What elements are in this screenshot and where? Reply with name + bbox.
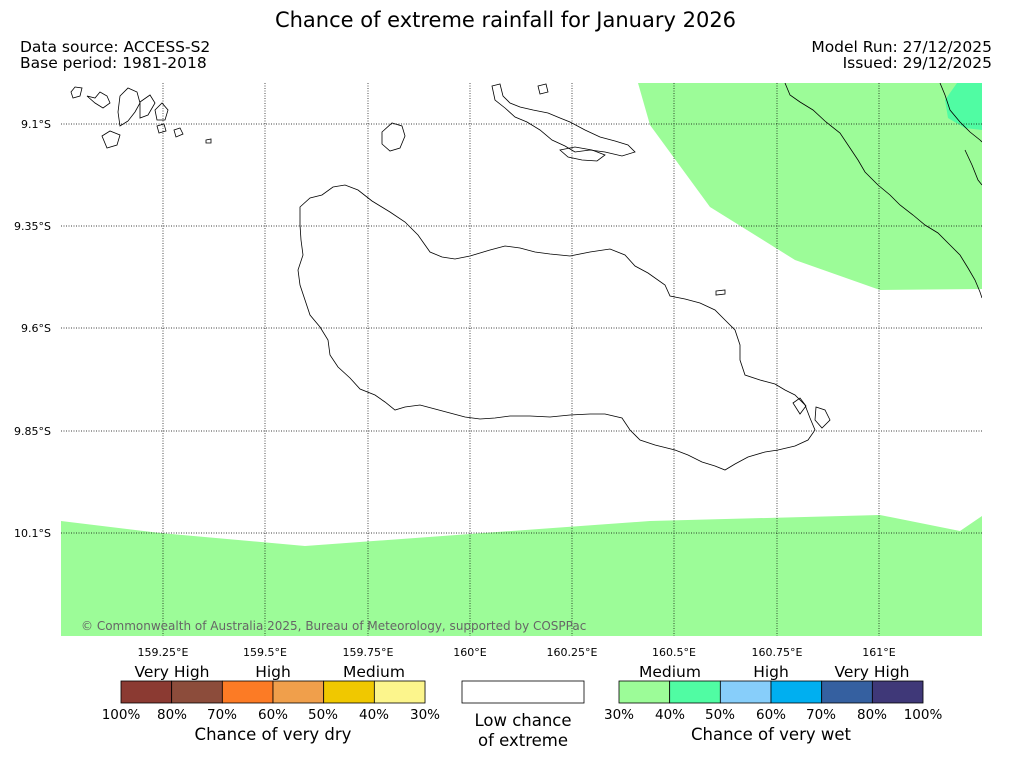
legend-dry-group: Medium <box>343 663 405 681</box>
run-info: Model Run: 27/12/2025 Issued: 29/12/2025 <box>811 39 992 71</box>
map-area: © Commonwealth of Australia 2025, Bureau… <box>61 83 982 636</box>
legend-dry-swatch <box>373 680 426 704</box>
legend-low-chance: Low chance of extreme <box>461 680 585 750</box>
latitude-labels: 9.1°S 9.35°S 9.6°S 9.85°S 10.1°S <box>14 118 51 540</box>
model-run: Model Run: 27/12/2025 <box>811 38 992 56</box>
graticule <box>61 83 982 636</box>
legend-wet-tick: 50% <box>705 707 735 723</box>
legend-wet-tick: 40% <box>655 707 685 723</box>
wet-zone-northeast-50 <box>945 83 982 130</box>
lon-label: 159.5°E <box>243 646 287 659</box>
legend-dry: Very High High Medium 100% 80% 70% 60% 5… <box>102 663 440 744</box>
legend-wet-tick: 60% <box>756 707 786 723</box>
legend-wet-swatch <box>871 680 924 704</box>
island-russell-c <box>117 87 141 127</box>
legend-dry-tick: 100% <box>102 707 141 723</box>
island-russell-e <box>101 130 121 149</box>
legend-wet-group: High <box>753 663 789 681</box>
island-russell-b <box>86 91 111 109</box>
lon-label: 160.75°E <box>752 646 803 659</box>
map-title: Chance of extreme rainfall for January 2… <box>274 8 737 32</box>
legend-low-line2: of extreme <box>478 731 568 750</box>
island-russell-h <box>173 127 184 138</box>
legend-wet-tick: 30% <box>604 707 634 723</box>
island-malaita-north <box>939 83 982 143</box>
source-info: Data source: ACCESS-S2 Base period: 1981… <box>20 39 210 71</box>
legend-dry-swatch <box>272 680 325 704</box>
legend-wet-swatch <box>618 680 671 704</box>
lat-label: 10.1°S <box>14 527 51 540</box>
wet-zone-northeast <box>638 83 982 290</box>
longitude-labels: 159.25°E 159.5°E 159.75°E 160°E 160.25°E… <box>138 646 896 659</box>
legend-dry-swatch <box>171 680 223 704</box>
lon-label: 160.25°E <box>547 646 598 659</box>
legend-wet-title: Chance of very wet <box>691 725 852 744</box>
island-guadalcanal <box>297 184 816 471</box>
legend-dry-tick: 40% <box>359 707 389 723</box>
island-small-east <box>715 289 726 296</box>
legend-dry-swatch <box>323 680 375 704</box>
legend-wet-group: Very High <box>834 663 909 681</box>
island-russell-d <box>139 94 156 119</box>
legend-dry-swatch <box>120 680 173 704</box>
island-russell-a <box>70 86 83 99</box>
wet-zone-south <box>61 515 982 636</box>
legend-low-swatch <box>461 680 585 704</box>
legend-dry-tick: 30% <box>410 707 440 723</box>
island-russell-g <box>156 123 167 134</box>
legend-wet-swatch <box>821 680 873 704</box>
island-russell-i <box>205 138 212 144</box>
island-florida-c <box>537 83 549 95</box>
lon-label: 159.25°E <box>138 646 189 659</box>
legend-wet-swatch <box>770 680 823 704</box>
island-florida-b <box>559 146 606 162</box>
lon-label: 159.75°E <box>343 646 394 659</box>
legend-dry-tick: 70% <box>207 707 237 723</box>
legend-wet-tick: 70% <box>806 707 836 723</box>
data-source: Data source: ACCESS-S2 <box>20 38 211 56</box>
island-russell-f <box>154 102 169 121</box>
coastline <box>70 83 982 471</box>
lat-label: 9.35°S <box>14 220 51 233</box>
issued-date: Issued: 29/12/2025 <box>842 54 992 72</box>
legend-dry-swatch <box>221 680 274 704</box>
legend-wet: Medium High Very High 30% 40% 50% 60% 70… <box>604 663 942 744</box>
island-marau <box>792 397 807 415</box>
legend-dry-title: Chance of very dry <box>195 725 352 744</box>
legend-dry-tick: 50% <box>308 707 338 723</box>
legend-wet-group: Medium <box>639 663 701 681</box>
island-florida-a <box>491 83 636 157</box>
legend-dry-tick: 60% <box>258 707 288 723</box>
lat-label: 9.1°S <box>21 118 51 131</box>
lat-label: 9.6°S <box>21 322 51 335</box>
legend-dry-group: Very High <box>134 663 209 681</box>
lat-label: 9.85°S <box>14 425 51 438</box>
base-period: Base period: 1981-2018 <box>20 54 207 72</box>
island-savo <box>381 122 406 152</box>
legend-wet-swatch <box>669 680 721 704</box>
island-malaita-inner <box>964 149 982 186</box>
legend-wet-tick: 100% <box>904 707 943 723</box>
island-marau-b <box>814 406 831 429</box>
lon-label: 160°E <box>453 646 486 659</box>
legend-dry-tick: 80% <box>157 707 187 723</box>
legend-wet-tick: 80% <box>857 707 887 723</box>
copyright-notice: © Commonwealth of Australia 2025, Bureau… <box>81 619 586 633</box>
island-malaita-coast <box>784 83 982 299</box>
legend-low-line1: Low chance <box>474 711 571 730</box>
legend-wet-swatch <box>719 680 772 704</box>
lon-label: 160.5°E <box>652 646 696 659</box>
legend-dry-group: High <box>255 663 291 681</box>
lon-label: 161°E <box>862 646 895 659</box>
